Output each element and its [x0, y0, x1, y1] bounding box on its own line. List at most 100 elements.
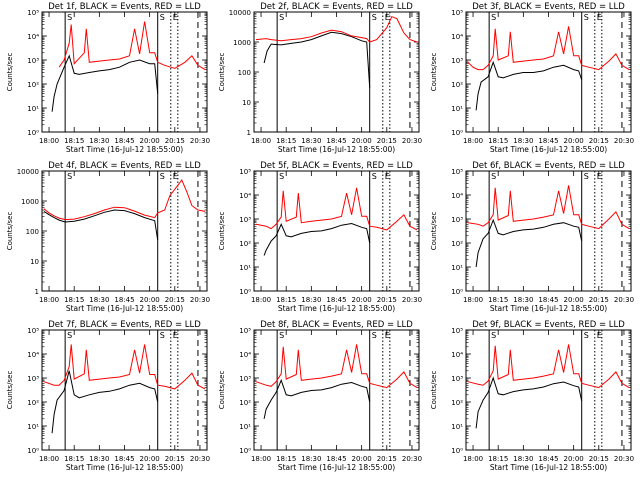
chart-panel-3: Det 3f, BLACK = Events, RED = LLD 10⁰ 10¹ 1… — [430, 2, 634, 154]
y-axis-label: Counts/sec — [218, 212, 226, 251]
y-tick-label: 10⁴ — [27, 33, 39, 41]
x-tick-label: 20:15 — [589, 455, 609, 463]
x-tick-label: 20:30 — [402, 137, 422, 145]
x-tick-label: 18:30 — [301, 137, 321, 145]
y-axis-label: Counts/sec — [430, 53, 438, 92]
x-tick-label: 18:00 — [463, 137, 483, 145]
series-line-lld — [43, 179, 206, 221]
y-tick-label: 100 — [238, 69, 251, 77]
y-tick-label: 10² — [27, 81, 39, 89]
x-tick-label: 20:30 — [190, 455, 210, 463]
y-tick-label: 10² — [451, 240, 463, 248]
series-line-events — [263, 31, 371, 88]
y-tick-label: 10³ — [451, 216, 463, 224]
y-tick-label: 10¹ — [451, 264, 463, 272]
series-line-lld — [467, 26, 630, 71]
chart-title: Det 7f, BLACK = Events, RED = LLD — [48, 320, 201, 330]
x-tick-label: 20:00 — [140, 296, 160, 304]
x-axis-label: Start Time (16-Jul-12 18:55:00) — [66, 145, 183, 154]
marker-label-e: E — [597, 172, 602, 181]
plot-frame — [41, 11, 208, 133]
y-tick-label: 10² — [451, 81, 463, 89]
series-line-lld — [255, 187, 418, 231]
y-tick-label: 10⁵ — [27, 327, 39, 335]
x-tick-label: 20:00 — [564, 296, 584, 304]
y-tick-label: 10⁰ — [451, 447, 463, 455]
x-tick-label: 20:30 — [402, 455, 422, 463]
x-tick-label: 20:30 — [190, 137, 210, 145]
y-tick-label: 10² — [239, 240, 251, 248]
x-tick-label: 20:00 — [140, 137, 160, 145]
x-tick-label: 18:45 — [114, 137, 134, 145]
chart-panel-9: Det 9f, BLACK = Events, RED = LLD 10⁰ 10¹ 1… — [430, 320, 634, 472]
y-tick-label: 10⁵ — [451, 168, 463, 176]
y-tick-label: 10 — [242, 99, 251, 107]
marker-label-s: S — [491, 331, 496, 340]
plot-frame — [253, 329, 420, 451]
x-tick-label: 18:30 — [89, 137, 109, 145]
marker-label-s: S — [67, 331, 72, 340]
series-line-events — [263, 222, 371, 256]
series-line-lld — [58, 21, 206, 71]
marker-label-e: E — [385, 172, 390, 181]
x-tick-label: 18:15 — [276, 137, 296, 145]
x-tick-label: 18:00 — [251, 455, 271, 463]
series-line-lld — [467, 344, 630, 389]
series-line-lld — [255, 344, 418, 389]
x-axis-label: Start Time (16-Jul-12 18:55:00) — [490, 463, 607, 472]
x-tick-label: 18:15 — [64, 296, 84, 304]
series-line-lld — [255, 15, 418, 43]
y-tick-label: 10⁴ — [27, 351, 39, 359]
x-tick-label: 18:15 — [276, 296, 296, 304]
series-line-events — [43, 209, 159, 241]
x-tick-label: 20:00 — [564, 137, 584, 145]
x-tick-label: 18:00 — [39, 296, 59, 304]
marker-label-s: S — [160, 13, 165, 22]
y-tick-label: 10¹ — [27, 105, 39, 113]
y-tick-label: 1 — [247, 129, 251, 137]
plot-frame — [41, 170, 208, 292]
y-axis-label: Counts/sec — [430, 371, 438, 410]
chart-panel-7: Det 7f, BLACK = Events, RED = LLD 10⁰ 10¹ 1… — [6, 320, 210, 472]
marker-label-s: S — [67, 172, 72, 181]
marker-label-s: S — [584, 331, 589, 340]
x-tick-label: 20:15 — [377, 455, 397, 463]
marker-label-s: S — [491, 13, 496, 22]
y-tick-label: 10¹ — [451, 105, 463, 113]
chart-title: Det 5f, BLACK = Events, RED = LLD — [260, 161, 413, 171]
x-tick-label: 18:45 — [326, 455, 346, 463]
y-axis-label: Counts/sec — [218, 53, 226, 92]
x-tick-label: 20:15 — [589, 137, 609, 145]
marker-label-e: E — [597, 331, 602, 340]
plot-frame — [41, 329, 208, 451]
y-tick-label: 10⁰ — [239, 288, 251, 296]
marker-label-s: S — [584, 172, 589, 181]
marker-label-s: S — [491, 172, 496, 181]
series-line-events — [263, 378, 371, 419]
y-axis-label: Counts/sec — [218, 371, 226, 410]
x-tick-label: 18:30 — [513, 455, 533, 463]
y-tick-label: 10² — [27, 399, 39, 407]
y-tick-label: 1000 — [21, 198, 39, 206]
x-tick-label: 20:30 — [190, 296, 210, 304]
x-axis-label: Start Time (16-Jul-12 18:55:00) — [278, 145, 395, 154]
y-tick-label: 10 — [30, 258, 39, 266]
y-tick-label: 10¹ — [451, 423, 463, 431]
y-tick-label: 10⁵ — [239, 327, 251, 335]
y-axis-label: Counts/sec — [430, 212, 438, 251]
y-tick-label: 10⁰ — [451, 288, 463, 296]
x-tick-label: 18:30 — [301, 455, 321, 463]
x-tick-label: 18:00 — [39, 137, 59, 145]
chart-panel-8: Det 8f, BLACK = Events, RED = LLD 10⁰ 10¹ 1… — [218, 320, 422, 472]
y-tick-label: 10⁴ — [451, 192, 463, 200]
marker-label-s: S — [584, 13, 589, 22]
y-tick-label: 10⁰ — [239, 447, 251, 455]
x-tick-label: 18:30 — [89, 455, 109, 463]
chart-title: Det 8f, BLACK = Events, RED = LLD — [260, 320, 413, 330]
y-tick-label: 10³ — [239, 375, 251, 383]
y-tick-label: 10000 — [17, 168, 39, 176]
y-tick-label: 10⁴ — [239, 351, 251, 359]
y-tick-label: 10000 — [229, 9, 251, 17]
x-tick-label: 20:15 — [165, 455, 185, 463]
x-tick-label: 18:15 — [64, 137, 84, 145]
